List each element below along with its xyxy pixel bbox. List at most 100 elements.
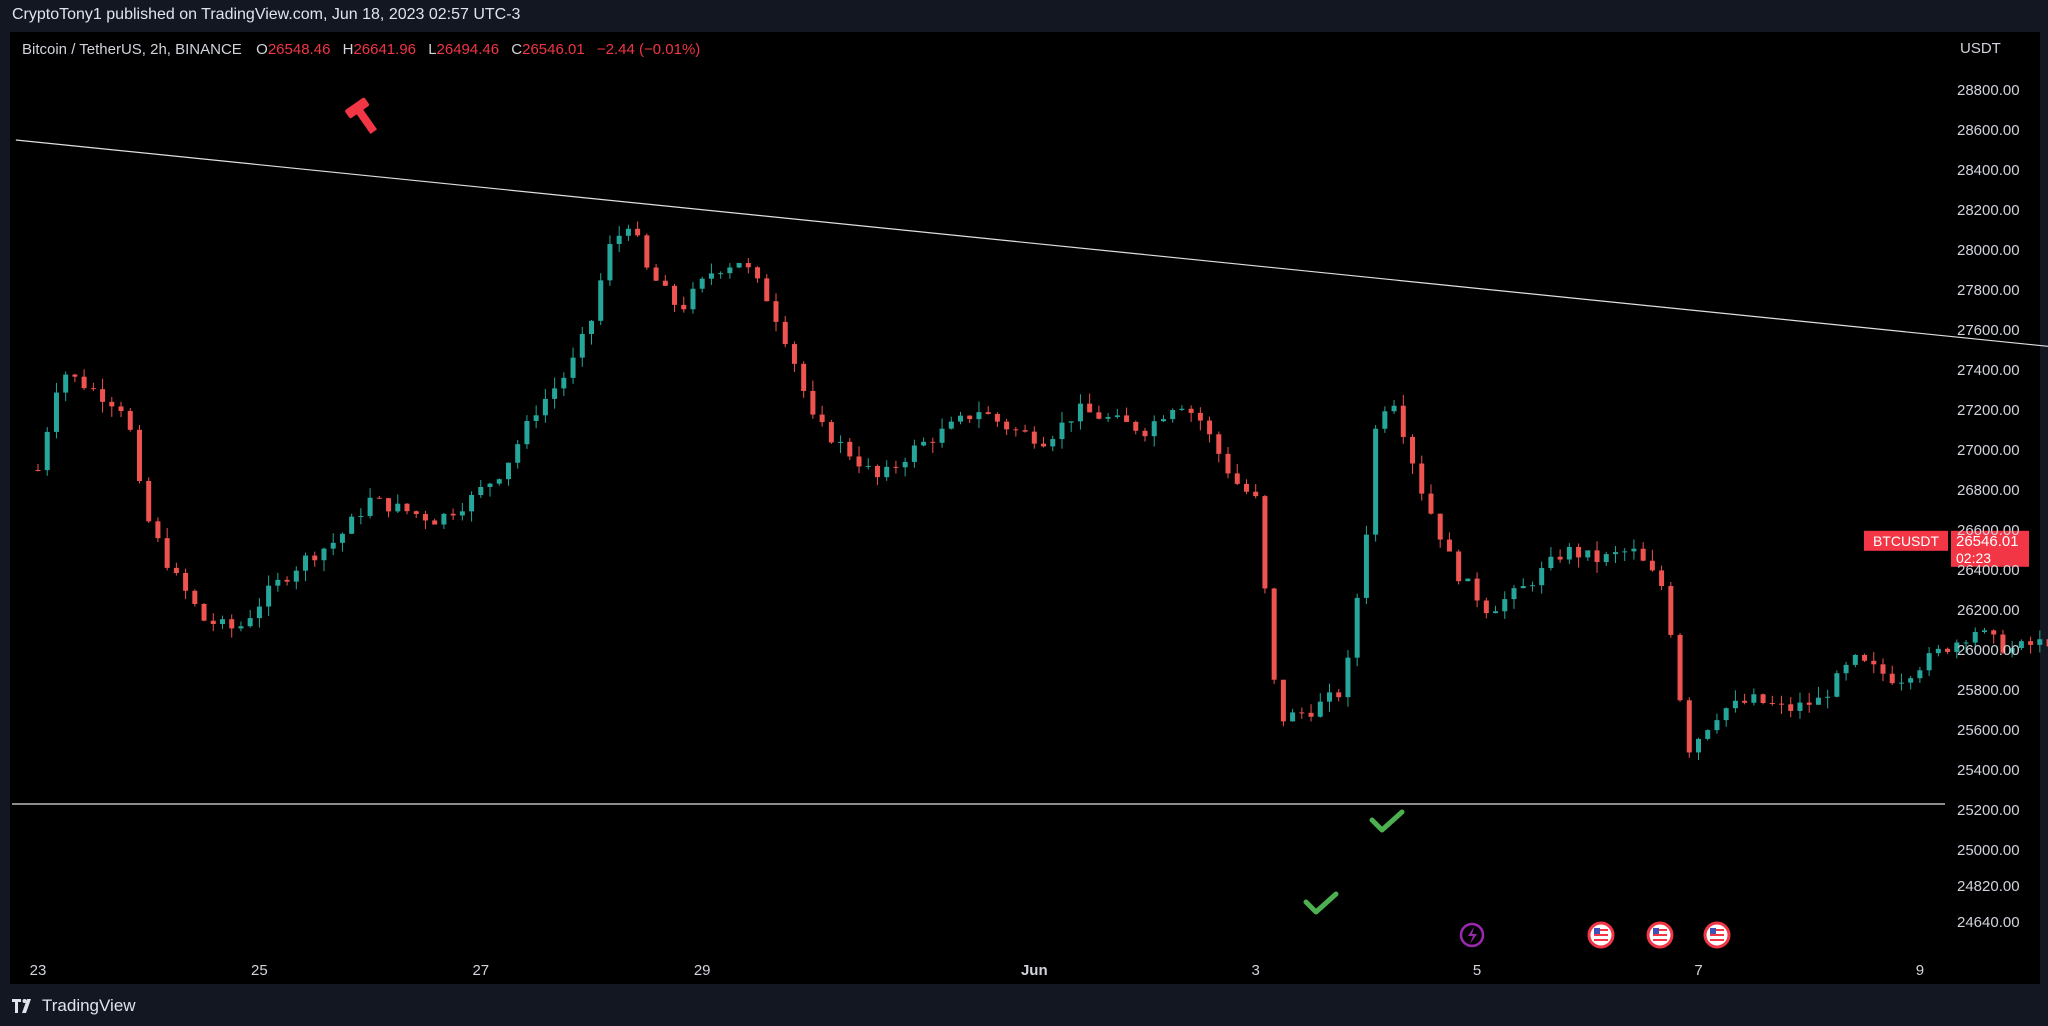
candle-body: [1649, 560, 1655, 571]
candle-body: [81, 376, 87, 389]
y-tick-label: 25600.00: [1957, 722, 2020, 739]
candle-body: [2028, 641, 2034, 645]
candle-body: [1677, 634, 1683, 701]
us-flag-event-icon: [1587, 921, 1615, 949]
candle-body: [2009, 648, 2015, 653]
candle-body: [1769, 703, 1775, 705]
y-tick-label: 27800.00: [1957, 282, 2020, 299]
candle-body: [1465, 578, 1471, 582]
hammer-handle: [355, 108, 378, 134]
y-tick-label: 25200.00: [1957, 802, 2020, 819]
candle-body: [339, 533, 345, 543]
time-axis: 23252729Jun357912141619212326: [30, 962, 1924, 979]
y-tick-label: 26400.00: [1957, 562, 2020, 579]
candle-body: [1068, 421, 1074, 423]
descending-trendline: [15, 139, 2048, 347]
candle-body: [552, 388, 558, 399]
candle-body: [782, 321, 788, 345]
candle-body: [1862, 654, 1868, 661]
x-tick-label: 25: [251, 962, 268, 979]
candle-body: [1216, 434, 1222, 454]
candle-body: [1428, 493, 1434, 514]
candle-body: [1253, 491, 1259, 497]
us-flag-event-icon: [1646, 921, 1674, 949]
candle-body: [35, 470, 41, 471]
candle-body: [801, 363, 807, 391]
candle-body: [395, 503, 401, 512]
candle-body: [2000, 634, 2006, 653]
flag-stripe: [1594, 939, 1608, 941]
candle-body: [1160, 419, 1166, 422]
candle-body: [247, 618, 253, 627]
y-tick-label: 26800.00: [1957, 482, 2020, 499]
candle-body: [1981, 630, 1987, 633]
candle-body: [1041, 443, 1047, 447]
candle-body: [1557, 556, 1563, 560]
y-tick-label: 25400.00: [1957, 762, 2020, 779]
candle-body: [985, 412, 991, 414]
x-tick-label: Jun: [1021, 962, 1048, 979]
candle-body: [1087, 403, 1093, 413]
candle-body: [367, 497, 373, 516]
candle-body: [1243, 483, 1249, 492]
symbol-name: Bitcoin / TetherUS, 2h, BINANCE: [22, 41, 242, 58]
flag-stripe: [1594, 929, 1608, 931]
candle-body: [681, 304, 687, 310]
candle-body: [229, 619, 235, 629]
candle-body: [1327, 692, 1332, 702]
candle-body: [146, 480, 152, 522]
flag-canton: [1653, 928, 1659, 934]
candle-body: [1539, 568, 1545, 586]
candle-body: [515, 444, 521, 463]
price-tag-countdown: 02:23: [1956, 550, 1991, 566]
candle-body: [155, 521, 161, 539]
candle-body: [902, 461, 908, 468]
candle-body: [1317, 701, 1323, 717]
candle-body: [413, 511, 419, 515]
candles-layer: [35, 221, 2048, 760]
candle-body: [1548, 556, 1554, 569]
candle-body: [1659, 570, 1665, 586]
y-tick-label: 25000.00: [1957, 842, 2020, 859]
candle-body: [469, 494, 475, 512]
candle-body: [1576, 546, 1582, 558]
candle-body: [1262, 496, 1268, 589]
us-flag-event-icon: [1703, 921, 1731, 949]
y-tick-label: 24820.00: [1957, 878, 2020, 895]
candle-body: [53, 392, 59, 432]
candle-body: [72, 374, 78, 377]
candle-body: [1234, 473, 1240, 484]
candle-body: [967, 415, 973, 420]
candle-body: [1511, 588, 1517, 600]
candle-body: [1391, 405, 1397, 412]
candle-body: [1788, 704, 1794, 711]
footer[interactable]: TradingView: [12, 996, 136, 1016]
candle-body: [173, 567, 179, 573]
candle-body: [1529, 585, 1535, 587]
flag-canton: [1594, 928, 1600, 934]
candle-body: [1133, 421, 1139, 431]
candle-body: [1852, 654, 1858, 665]
candle-body: [450, 513, 456, 516]
candle-body: [644, 235, 650, 268]
candle-body: [284, 579, 290, 582]
hammer-head: [345, 97, 370, 119]
chart-area[interactable]: [10, 32, 2040, 984]
low-value: 26494.46: [436, 41, 500, 58]
candle-body: [662, 280, 668, 286]
candle-body: [1889, 673, 1895, 684]
candle-body: [1022, 430, 1028, 432]
candle-body: [1640, 548, 1646, 561]
candle-body: [524, 420, 530, 445]
candle-body: [607, 243, 613, 281]
hammer-icon: [345, 97, 378, 134]
close-label: C: [511, 41, 523, 58]
annotations-layer: [345, 97, 1731, 949]
candle-body: [1760, 694, 1766, 704]
low-label: L: [428, 41, 437, 58]
candle-body: [930, 441, 936, 443]
check-mark-icon: [1369, 809, 1405, 833]
change-value: −2.44 (−0.01%): [596, 41, 701, 58]
